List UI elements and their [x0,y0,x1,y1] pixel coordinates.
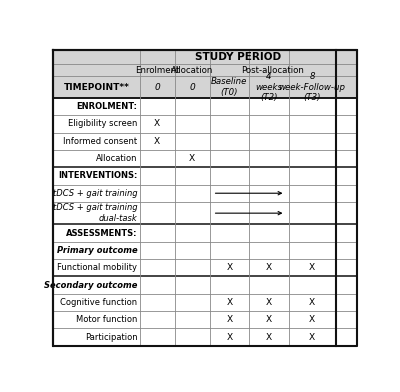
Text: Enrolment: Enrolment [135,65,180,74]
Text: X: X [226,263,232,272]
Text: X: X [226,315,232,324]
Text: Eligibility screen: Eligibility screen [68,120,137,128]
Text: INTERVENTIONS:: INTERVENTIONS: [58,171,137,180]
Text: X: X [309,298,315,307]
Text: X: X [266,263,272,272]
Text: X: X [309,263,315,272]
Text: 0: 0 [189,83,195,92]
Text: 0: 0 [154,83,160,92]
Text: Informed consent: Informed consent [63,137,137,146]
Text: Baseline
(T0): Baseline (T0) [211,77,248,97]
Text: tDCS + gait training
dual-task: tDCS + gait training dual-task [53,203,137,223]
Text: Secondary outcome: Secondary outcome [44,281,137,290]
Text: TIMEPOINT**: TIMEPOINT** [64,83,129,92]
Text: ASSESSMENTS:: ASSESSMENTS: [66,229,137,238]
Text: Post-allocation: Post-allocation [241,65,304,74]
Text: X: X [154,137,160,146]
Text: X: X [226,298,232,307]
Text: Cognitive function: Cognitive function [60,298,137,307]
Text: X: X [309,333,315,342]
Text: Allocation: Allocation [171,65,213,74]
Text: X: X [189,154,195,163]
Text: X: X [309,315,315,324]
Text: Motor function: Motor function [76,315,137,324]
Text: Allocation: Allocation [96,154,137,163]
Text: X: X [266,315,272,324]
Text: ENROLMENT:: ENROLMENT: [76,102,137,111]
Text: X: X [266,333,272,342]
Text: STUDY PERIOD: STUDY PERIOD [194,52,281,62]
Text: X: X [154,120,160,128]
Text: Participation: Participation [85,333,137,342]
Text: X: X [266,298,272,307]
Text: X: X [226,333,232,342]
Text: Functional mobility: Functional mobility [57,263,137,272]
Text: tDCS + gait training: tDCS + gait training [53,189,137,198]
Text: 4
weeks
(T2): 4 weeks (T2) [255,72,282,102]
Text: Primary outcome: Primary outcome [57,246,137,255]
Text: 8
week-Follow-up
(T3): 8 week-Follow-up (T3) [278,72,346,102]
